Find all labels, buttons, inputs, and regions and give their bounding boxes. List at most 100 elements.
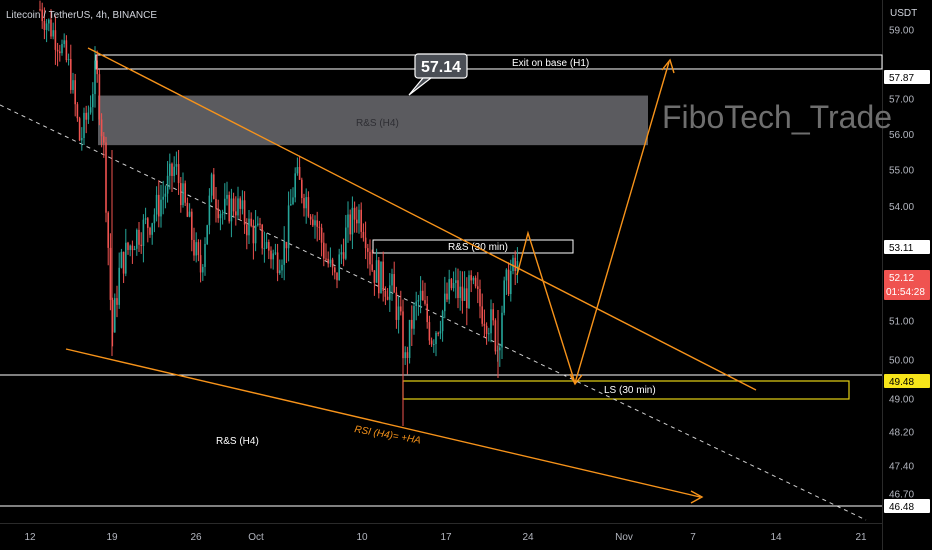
candle [41,9,43,22]
candle [285,241,288,249]
price-label-value: 53.11 [889,243,914,254]
candle [301,179,303,199]
projection-path[interactable] [516,61,670,386]
time-tick: 17 [440,532,452,543]
candle [296,167,299,174]
candle [147,218,149,228]
candle [483,323,486,326]
projection-bottom-mark [569,373,583,386]
candle [164,193,167,197]
time-tick: Nov [615,532,633,543]
candles [39,0,519,426]
candle [92,94,94,108]
price-label-box [884,374,930,388]
candle [175,164,178,167]
candle [450,279,453,289]
candle [424,300,426,304]
candle [444,293,446,312]
candle [367,248,369,252]
candle [254,225,257,244]
candle [428,322,431,341]
candle [232,198,235,212]
candle [395,292,398,320]
candle [199,255,202,273]
candle [413,306,415,329]
candle [133,248,136,251]
price-label-countdown: 01:54:28 [886,287,925,298]
candle [477,286,479,289]
zone-exit-on-base[interactable] [95,54,883,70]
zone-exit-label: Exit on base (H1) [512,58,589,69]
candle [204,243,206,267]
candle [276,252,279,274]
price-tick: 57.00 [889,95,914,106]
time-tick: 24 [522,532,534,543]
candle [391,274,393,286]
candle [490,309,492,334]
price-axis: 59.00 57.00 56.00 55.00 54.00 51.00 50.00 49.00… [889,26,914,501]
candle [129,245,131,250]
candle [316,220,318,227]
price-callout[interactable]: 57.14 [408,53,468,96]
candle [109,247,112,300]
price-tick: 49.00 [889,395,914,406]
candle [149,227,151,235]
candle [171,163,173,176]
candle [342,252,345,259]
candle [169,163,171,176]
price-tick: 47.40 [889,462,914,473]
zone-rs-h4[interactable] [98,95,648,146]
candle [138,229,140,245]
candle [470,275,472,281]
candle [340,252,343,255]
descending-resistance-line[interactable] [87,47,757,391]
candle [461,286,464,301]
candle [512,257,514,271]
candle [336,272,338,281]
price-tick: 51.00 [889,317,914,328]
candle [351,207,354,235]
candle [292,197,294,205]
candle [457,280,459,299]
candle [127,242,129,250]
candle [411,319,413,329]
candle [294,173,296,198]
candle [131,245,134,251]
candle [397,306,400,320]
candle [63,40,65,44]
candle [180,183,182,206]
candle [85,112,87,120]
dashed-trendline[interactable] [0,104,867,521]
time-tick: 21 [855,532,867,543]
candle [252,225,255,244]
candle [248,218,250,236]
candle [144,218,147,220]
candle [386,296,389,300]
candle [105,142,107,213]
candle [226,194,228,199]
candle [122,251,125,274]
candle [378,260,380,294]
candle [74,80,76,105]
candle [318,226,321,228]
candle [39,9,41,11]
candle [492,309,494,321]
price-tick: 55.00 [889,166,914,177]
candle [279,270,281,274]
candle [142,219,145,247]
orange-drawings [65,47,757,504]
candle [422,290,424,301]
candle [364,237,367,249]
candle [287,205,290,249]
candle [371,264,373,271]
candle [393,274,395,293]
callout-pointer [408,77,433,96]
candle [98,74,101,120]
candle [384,290,387,297]
candle [400,306,402,312]
candle [43,21,46,30]
descending-support-line[interactable] [65,348,701,498]
candle [375,260,378,283]
candle [72,80,74,90]
